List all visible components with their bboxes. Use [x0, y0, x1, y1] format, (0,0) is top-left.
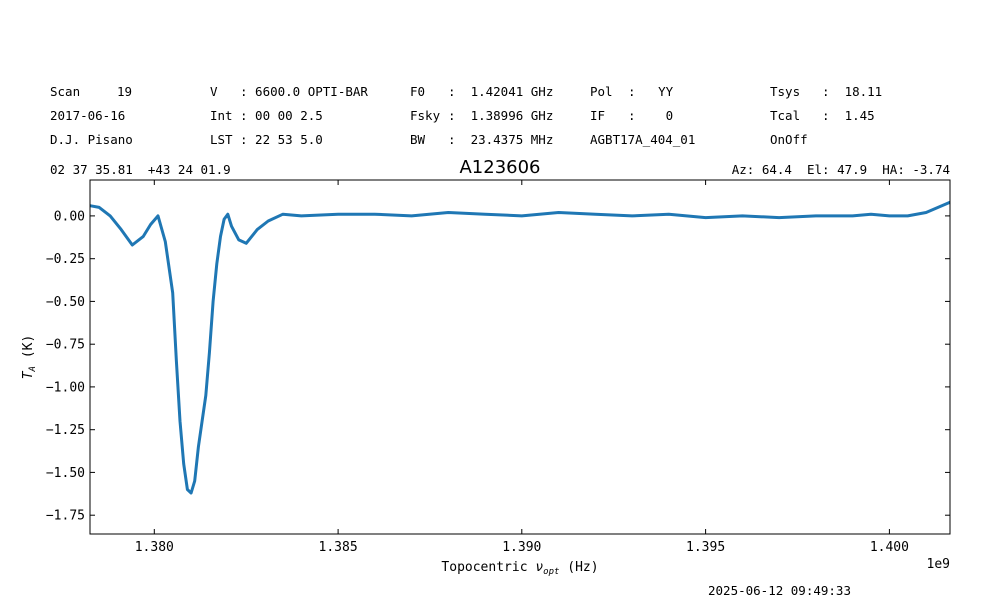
pol-label: Pol — [590, 84, 613, 99]
fsky-value: : 1.38996 GHz — [448, 108, 554, 123]
fsky-label: Fsky — [410, 108, 441, 123]
f0-value: : 1.42041 GHz — [448, 84, 554, 99]
tcal-label: Tcal — [770, 108, 801, 123]
az-el-ha: Az: 64.4 El: 47.9 HA: -3.74 — [731, 162, 950, 177]
scan-label: Scan — [50, 84, 81, 99]
y-tick-label: −0.75 — [46, 338, 85, 353]
plot-frame — [89, 179, 951, 535]
tsys-label: Tsys — [770, 84, 801, 99]
velocity-value: : 6600.0 OPTI-BAR — [240, 84, 368, 99]
velocity-label: V — [210, 84, 218, 99]
x-tick-label: 1.385 — [319, 540, 358, 555]
obs-date: 2017-06-16 — [50, 108, 126, 123]
procedure: OnOff — [770, 132, 808, 147]
int-label: Int — [210, 108, 233, 123]
observer: D.J. Pisano — [50, 132, 133, 147]
lst-label: LST — [210, 132, 233, 147]
bw-value: : 23.4375 MHz — [448, 132, 554, 147]
if-label: IF — [590, 108, 606, 123]
y-tick-label: −0.50 — [46, 295, 85, 310]
spectrum-line-0 — [89, 200, 951, 495]
y-tick-label: 0.00 — [54, 209, 85, 224]
tcal-value: : 1.45 — [822, 108, 875, 123]
scan-value: 19 — [117, 84, 133, 99]
pol-value: : YY — [628, 84, 674, 99]
timestamp: 2025-06-12 09:49:33 — [708, 583, 851, 598]
lst-value: : 22 53 5.0 — [240, 132, 323, 147]
if-value: : 0 — [628, 108, 674, 123]
bw-label: BW — [410, 132, 426, 147]
source-coords: 02 37 35.81 +43 24 01.9 — [50, 162, 231, 177]
x-tick-label: 1.380 — [135, 540, 174, 555]
y-tick-label: −1.25 — [46, 423, 85, 438]
f0-label: F0 — [410, 84, 426, 99]
x-offset-label: 1e9 — [927, 557, 950, 572]
x-tick-label: 1.400 — [870, 540, 909, 555]
y-axis-label: TA (K) — [21, 335, 38, 380]
x-tick-label: 1.395 — [686, 540, 725, 555]
y-tick-label: −1.75 — [46, 509, 85, 524]
x-tick-label: 1.390 — [502, 540, 541, 555]
project-id: AGBT17A_404_01 — [590, 132, 696, 147]
y-tick-label: −1.50 — [46, 466, 85, 481]
y-tick-label: −0.25 — [46, 252, 85, 267]
y-tick-label: −1.00 — [46, 380, 85, 395]
chart-title: A123606 — [459, 157, 541, 178]
x-axis-label: Topocentric νopt (Hz) — [441, 560, 598, 577]
int-value: : 00 00 2.5 — [240, 108, 323, 123]
tsys-value: : 18.11 — [822, 84, 883, 99]
